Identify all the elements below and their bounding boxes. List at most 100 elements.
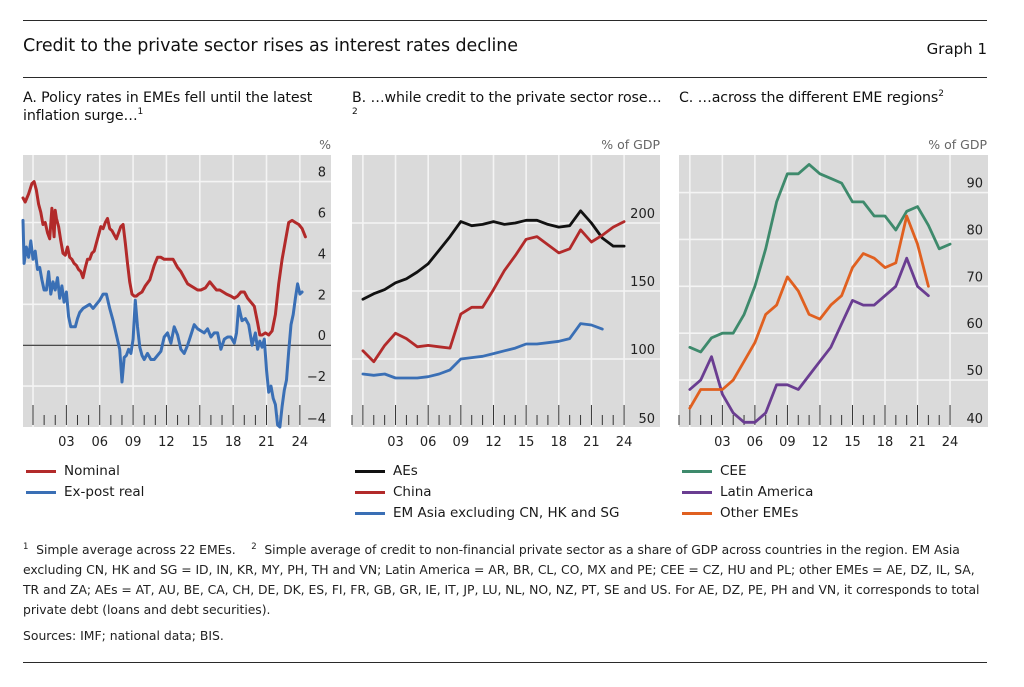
legend-label-nominal: Nominal [64,463,120,479]
bottom-rule [23,662,987,663]
y-tick-label: 6 [318,206,326,221]
x-tick-label: 12 [812,435,829,450]
x-tick-label: 12 [158,435,175,450]
panel-b-unit: % of GDP [601,137,660,152]
x-tick-label: 21 [909,435,926,450]
y-tick-label: 100 [630,343,655,358]
y-tick-label: 60 [966,317,983,332]
top-rule [23,20,987,21]
chart-b: 50 100 150 200 03 06 09 12 15 18 21 24 [351,155,660,450]
panel-b-legend: AEs China EM Asia excluding CN, HK and S… [352,461,619,524]
y-tick-label: 90 [966,177,983,192]
legend-swatch-other-emes [682,512,712,515]
series-line-latin-america [688,256,930,424]
x-tick-label: 18 [877,435,894,450]
x-tick-label: 15 [518,435,535,450]
panel-c-unit: % of GDP [928,137,987,152]
panel-c-title-text: C. …across the different EME regions [679,90,939,106]
footnote-2-mark: 2 [251,542,257,552]
legend-label-china: China [393,484,432,500]
legend-swatch-latin-america [682,491,712,494]
legend-swatch-em-asia [355,512,385,515]
panel-c-legend: CEE Latin America Other EMEs [679,461,813,524]
legend-swatch-aes [355,470,385,473]
footnotes: 1 Simple average across 22 EMEs. 2 Simpl… [23,540,993,620]
x-tick-label: 21 [583,435,600,450]
x-tick-label: 24 [616,435,633,450]
x-tick-label: 12 [485,435,502,450]
series-line-ex-post-real [21,218,304,429]
chart-c: 40 50 60 70 80 90 03 06 09 12 15 18 21 24 [678,155,988,450]
series-line-em-asia-excluding-cn-hk-and-sg [361,322,604,380]
x-tick-label: 18 [225,435,242,450]
graph-title: Credit to the private sector rises as in… [23,36,518,56]
legend-item-ex-post-real: Ex-post real [23,482,144,503]
y-tick-label: 2 [318,288,326,303]
legend-swatch-cee [682,470,712,473]
x-tick-label: 09 [453,435,470,450]
y-tick-label: 4 [318,247,326,262]
footnote-2: Simple average of credit to non-financia… [23,542,980,617]
legend-label-other-emes: Other EMEs [720,505,799,521]
series-line-other-emes [688,214,930,410]
x-tick-label: 06 [420,435,437,450]
x-tick-label: 24 [942,435,959,450]
x-tick-label: 09 [125,435,142,450]
legend-label-cee: CEE [720,463,747,479]
footnote-1: Simple average across 22 EMEs. [36,542,236,557]
x-tick-label: 09 [779,435,796,450]
x-tick-label: 15 [844,435,861,450]
legend-item-nominal: Nominal [23,461,144,482]
y-tick-label: 0 [318,329,326,344]
x-tick-label: 06 [747,435,764,450]
panel-a-footnote-mark: 1 [137,107,144,117]
legend-item-other-emes: Other EMEs [679,503,813,524]
panel-a-title-text: A. Policy rates in EMEs fell until the l… [23,90,313,124]
series-line-china [361,220,626,364]
y-tick-label: −2 [307,370,326,385]
y-tick-label: −4 [307,412,326,427]
series-line-nominal [21,180,307,337]
x-tick-label: 03 [387,435,404,450]
y-tick-label: 150 [630,275,655,290]
legend-label-ex-post-real: Ex-post real [64,484,145,500]
legend-item-latin-america: Latin America [679,482,813,503]
x-tick-label: 18 [551,435,568,450]
y-tick-label: 50 [638,412,655,427]
x-tick-label: 03 [714,435,731,450]
panel-a-unit: % [319,137,331,152]
x-tick-label: 06 [91,435,108,450]
y-tick-label: 40 [966,412,983,427]
legend-label-aes: AEs [393,463,418,479]
legend-item-china: China [352,482,619,503]
legend-label-em-asia: EM Asia excluding CN, HK and SG [393,505,620,521]
y-tick-label: 50 [966,364,983,379]
panel-b-footnote-mark: 2 [352,107,358,117]
sources-note: Sources: IMF; national data; BIS. [23,628,224,643]
panel-a-legend: Nominal Ex-post real [23,461,144,503]
y-tick-label: 70 [966,270,983,285]
graph-number: Graph 1 [926,40,987,58]
panel-a-title: A. Policy rates in EMEs fell until the l… [23,89,333,125]
x-tick-label: 21 [258,435,275,450]
legend-swatch-china [355,491,385,494]
x-tick-label: 24 [292,435,309,450]
legend-item-cee: CEE [679,461,813,482]
title-rule [23,77,987,78]
panel-b-title: B. …while credit to the private sector r… [352,89,662,125]
panel-b-title-text: B. …while credit to the private sector r… [352,90,662,106]
legend-swatch-ex-post-real [26,491,56,494]
legend-label-latin-america: Latin America [720,484,814,500]
legend-swatch-nominal [26,470,56,473]
x-tick-label: 03 [58,435,75,450]
y-tick-label: 80 [966,223,983,238]
y-tick-label: 200 [630,207,655,222]
x-tick-label: 15 [192,435,209,450]
legend-item-aes: AEs [352,461,619,482]
panel-c-footnote-mark: 2 [938,89,944,99]
panel-c-title: C. …across the different EME regions2 [679,89,999,107]
footnote-1-mark: 1 [23,542,29,552]
y-tick-label: 8 [318,166,326,181]
